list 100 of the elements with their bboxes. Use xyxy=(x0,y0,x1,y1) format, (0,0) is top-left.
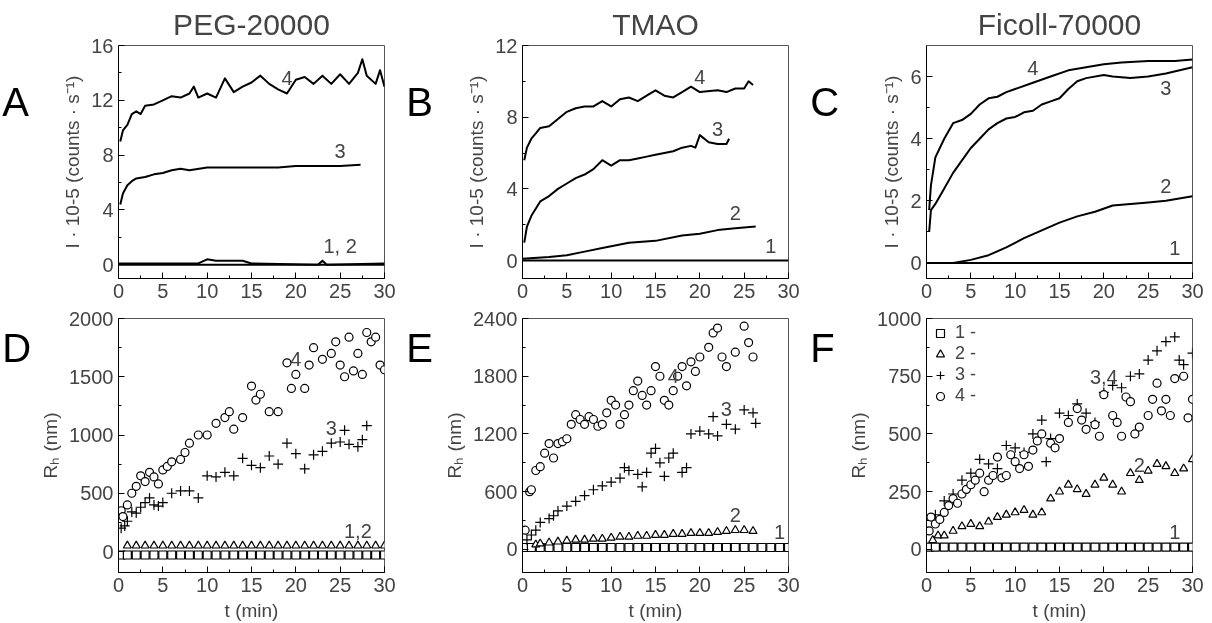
x-axis-title: t (min) xyxy=(1032,599,1087,621)
y-tick-label: 0 xyxy=(506,538,518,561)
y-tick-label: 0 xyxy=(102,253,114,276)
y-tick-label: 250 xyxy=(888,480,922,503)
x-axis-title: t (min) xyxy=(628,599,683,621)
x-tick-label: 30 xyxy=(1181,279,1204,302)
text: E xyxy=(406,326,433,371)
x-tick-label: 15 xyxy=(1048,279,1071,302)
y-tick-label: 2400 xyxy=(473,307,518,330)
y-tick-label: 12 xyxy=(495,34,518,57)
y-tick-label: 0 xyxy=(102,540,114,563)
x-tick-label: 20 xyxy=(284,279,307,302)
text: B xyxy=(406,79,433,124)
y-tick-label: 1800 xyxy=(473,365,518,388)
x-axis-title: t (min) xyxy=(224,599,279,621)
x-tick-label: 25 xyxy=(329,279,352,302)
annotation: 3 xyxy=(712,118,724,141)
x-tick-label: 20 xyxy=(688,573,711,596)
y-tick-label: 8 xyxy=(102,144,114,167)
annotation: 1, 2 xyxy=(323,234,357,257)
x-tick-label: 25 xyxy=(733,279,756,302)
y-tick-label: 1000 xyxy=(877,307,922,330)
y-axis-title: I · 10-5 (counts · s⁻¹) xyxy=(881,75,903,249)
x-tick-label: 15 xyxy=(240,279,263,302)
y-tick-label: 750 xyxy=(888,365,922,388)
x-tick-label: 10 xyxy=(600,573,623,596)
x-tick-label: 25 xyxy=(733,573,756,596)
y-tick-label: 4 xyxy=(910,127,922,150)
x-tick-label: 25 xyxy=(1137,573,1160,596)
x-tick-label: 20 xyxy=(1092,573,1115,596)
x-tick-label: 30 xyxy=(1181,573,1204,596)
x-tick-label: 30 xyxy=(373,279,396,302)
annotation: 1 xyxy=(774,521,786,544)
y-tick-label: 2 xyxy=(910,189,922,212)
x-tick-label: 15 xyxy=(644,573,667,596)
y-tick-label: 1000 xyxy=(69,424,114,447)
x-tick-label: 20 xyxy=(1092,279,1115,302)
legend-label: 3 - xyxy=(955,364,977,385)
annotation: 3,4 xyxy=(1089,366,1118,389)
annotation: 2 xyxy=(1133,454,1145,477)
x-tick-label: 15 xyxy=(1048,573,1071,596)
chart-title: PEG-20000 xyxy=(173,7,330,41)
x-tick-label: 10 xyxy=(1004,279,1027,302)
annotation: 4 xyxy=(281,67,293,90)
annotation: 1 xyxy=(1169,521,1181,544)
annotation: 3 xyxy=(1160,77,1172,100)
y-axis-title: Rₕ (nm) xyxy=(40,412,62,479)
y-tick-label: 8 xyxy=(506,106,518,129)
text: C xyxy=(810,79,840,124)
y-tick-label: 4 xyxy=(102,198,114,221)
y-tick-label: 6 xyxy=(910,65,922,88)
x-tick-label: 10 xyxy=(1004,573,1027,596)
annotation: 3 xyxy=(334,140,346,163)
chart-title: Ficoll-70000 xyxy=(977,7,1142,41)
legend-label: 1 - xyxy=(955,322,977,343)
y-tick-label: 500 xyxy=(80,482,114,505)
annotation: 2 xyxy=(1160,174,1172,197)
x-tick-label: 30 xyxy=(373,573,396,596)
x-tick-label: 5 xyxy=(157,279,169,302)
x-tick-label: 25 xyxy=(1137,279,1160,302)
x-tick-label: 20 xyxy=(284,573,307,596)
y-tick-label: 0 xyxy=(910,538,922,561)
x-tick-label: 5 xyxy=(965,573,977,596)
x-tick-label: 10 xyxy=(196,279,219,302)
x-tick-label: 5 xyxy=(561,279,573,302)
y-axis-title: Rₕ (nm) xyxy=(848,412,870,479)
y-axis-title: Rₕ (nm) xyxy=(444,412,466,479)
y-tick-label: 1500 xyxy=(69,365,114,388)
annotation: 1 xyxy=(1169,236,1181,259)
text: F xyxy=(810,326,835,371)
x-tick-label: 5 xyxy=(157,573,169,596)
y-axis-title: I · 10-5 (counts · s⁻¹) xyxy=(466,75,488,249)
x-tick-label: 25 xyxy=(329,573,352,596)
annotation: 1 xyxy=(765,234,777,257)
x-tick-label: 20 xyxy=(688,279,711,302)
annotation: 3 xyxy=(720,398,732,421)
x-tick-label: 30 xyxy=(777,279,800,302)
x-tick-label: 30 xyxy=(777,573,800,596)
y-axis-title: I · 10-5 (counts · s⁻¹) xyxy=(62,75,84,249)
x-tick-label: 15 xyxy=(240,573,263,596)
y-tick-label: 0 xyxy=(910,251,922,274)
y-tick-label: 1200 xyxy=(473,422,518,445)
legend-label: 2 - xyxy=(955,343,977,364)
y-tick-label: 12 xyxy=(91,89,114,112)
annotation: 2 xyxy=(729,202,741,225)
annotation: 1,2 xyxy=(344,519,372,542)
y-tick-label: 16 xyxy=(91,34,114,57)
annotation: 4 xyxy=(1027,56,1039,79)
annotation: 4 xyxy=(290,348,302,371)
text: D xyxy=(2,326,32,371)
x-tick-label: 10 xyxy=(600,279,623,302)
y-tick-label: 2000 xyxy=(69,307,114,330)
y-tick-label: 4 xyxy=(506,177,518,200)
x-tick-label: 15 xyxy=(644,279,667,302)
legend-label: 4 - xyxy=(955,385,977,406)
y-tick-label: 0 xyxy=(506,249,518,272)
annotation: 3 xyxy=(325,417,337,440)
x-tick-label: 5 xyxy=(965,279,977,302)
y-tick-label: 600 xyxy=(484,480,518,503)
chart-title: TMAO xyxy=(612,7,699,41)
